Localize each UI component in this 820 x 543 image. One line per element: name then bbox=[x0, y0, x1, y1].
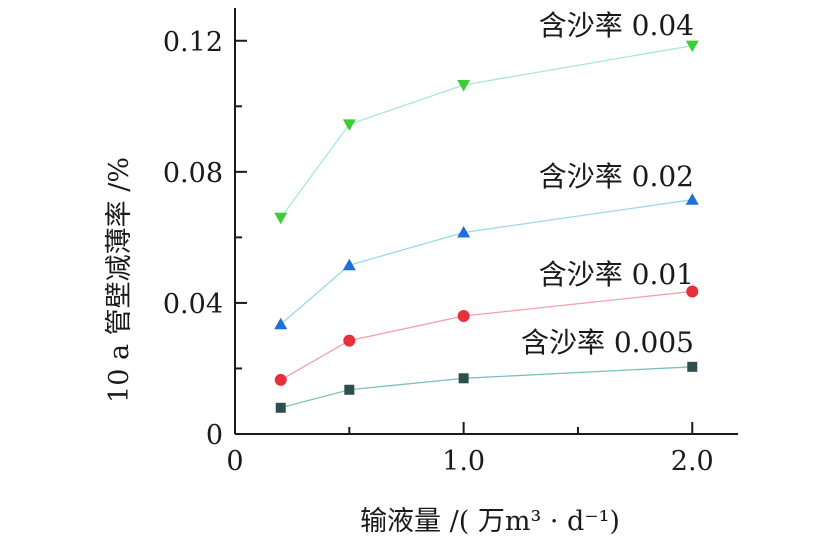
y-tick-label-2: 0.08 bbox=[163, 158, 223, 189]
series-label-1: 含沙率 0.01 bbox=[539, 258, 694, 291]
axes bbox=[234, 8, 738, 435]
data-point-0-1 bbox=[344, 384, 355, 395]
data-point-2-2 bbox=[457, 225, 471, 238]
data-point-3-1 bbox=[342, 119, 356, 131]
series-label-2: 含沙率 0.02 bbox=[539, 160, 694, 193]
y-ticks: 0 0.04 0.08 0.12 bbox=[163, 27, 247, 451]
y-axis-label: 10 a 管壁减薄率 /% bbox=[104, 157, 135, 403]
series-line-1 bbox=[280, 290, 693, 381]
data-point-1-0 bbox=[274, 373, 287, 386]
x-tick-label-1: 1.0 bbox=[442, 446, 485, 477]
data-point-1-3 bbox=[686, 285, 699, 298]
data-point-3-0 bbox=[274, 212, 288, 225]
data-point-3-2 bbox=[457, 80, 471, 92]
y-tick-label-3: 0.12 bbox=[163, 27, 223, 58]
x-ticks: 0 1.0 2.0 bbox=[226, 422, 714, 477]
y-tick-label-0: 0 bbox=[206, 420, 223, 451]
x-tick-label-2: 2.0 bbox=[671, 446, 714, 477]
series-label-3: 含沙率 0.04 bbox=[539, 9, 694, 42]
series-markers bbox=[274, 40, 699, 413]
y-tick-label-1: 0.04 bbox=[163, 289, 223, 320]
data-point-0-3 bbox=[687, 361, 698, 372]
data-point-2-0 bbox=[274, 317, 288, 330]
series-label-0: 含沙率 0.005 bbox=[521, 326, 694, 359]
data-point-2-3 bbox=[685, 193, 699, 205]
data-point-1-2 bbox=[457, 310, 470, 323]
data-point-1-1 bbox=[343, 334, 356, 347]
series-line-2 bbox=[280, 199, 693, 325]
series-line-0 bbox=[280, 366, 693, 409]
data-point-0-2 bbox=[458, 373, 469, 384]
series-line-3 bbox=[280, 45, 693, 219]
series-labels: 含沙率 0.005 含沙率 0.01 含沙率 0.02 含沙率 0.04 bbox=[521, 9, 694, 359]
series-lines bbox=[280, 45, 693, 409]
x-tick-label-0: 0 bbox=[226, 446, 243, 477]
data-point-3-3 bbox=[685, 40, 699, 53]
data-point-2-1 bbox=[342, 258, 356, 271]
x-axis-label: 输液量 /( 万m³ · d⁻¹) bbox=[360, 506, 620, 537]
data-point-0-0 bbox=[275, 402, 286, 413]
